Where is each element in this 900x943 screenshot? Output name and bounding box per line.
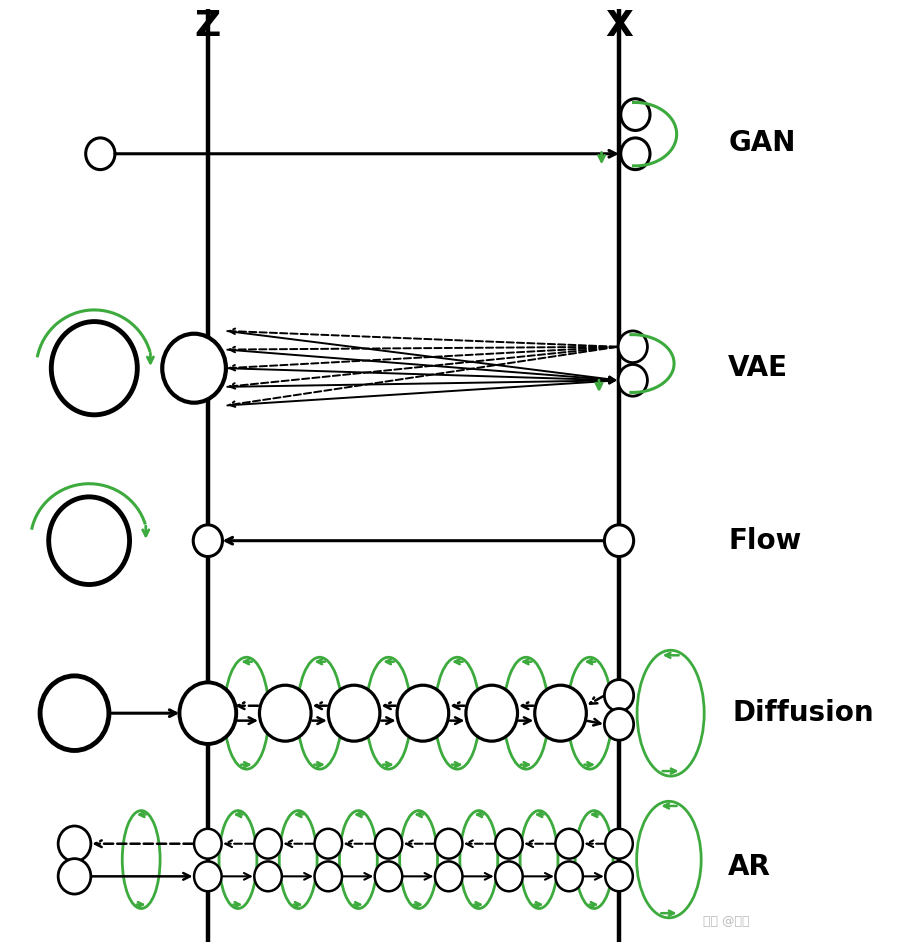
Circle shape: [255, 829, 282, 859]
Circle shape: [179, 683, 236, 744]
Circle shape: [618, 365, 647, 396]
Circle shape: [58, 859, 91, 894]
Circle shape: [555, 861, 583, 891]
Circle shape: [194, 829, 221, 859]
Circle shape: [49, 497, 130, 585]
Circle shape: [51, 322, 138, 415]
Text: X: X: [605, 8, 633, 42]
Circle shape: [466, 686, 517, 741]
Circle shape: [605, 708, 634, 740]
Circle shape: [606, 829, 633, 859]
Circle shape: [314, 829, 342, 859]
Circle shape: [259, 686, 311, 741]
Circle shape: [374, 829, 402, 859]
Circle shape: [314, 861, 342, 891]
Circle shape: [621, 99, 650, 130]
Text: Flow: Flow: [728, 527, 802, 554]
Text: 知乎 @谭旭: 知乎 @谭旭: [703, 915, 750, 928]
Text: Diffusion: Diffusion: [733, 699, 874, 727]
Circle shape: [606, 861, 633, 891]
Circle shape: [194, 861, 221, 891]
Text: AR: AR: [728, 853, 771, 881]
Text: Z: Z: [194, 8, 221, 42]
Circle shape: [397, 686, 449, 741]
Circle shape: [495, 861, 523, 891]
Circle shape: [435, 861, 463, 891]
Circle shape: [621, 138, 650, 170]
Circle shape: [605, 525, 634, 556]
Circle shape: [435, 829, 463, 859]
Circle shape: [605, 680, 634, 711]
Circle shape: [255, 861, 282, 891]
Circle shape: [162, 334, 226, 403]
Circle shape: [374, 861, 402, 891]
Circle shape: [194, 525, 222, 556]
Circle shape: [86, 138, 115, 170]
Circle shape: [618, 331, 647, 363]
Circle shape: [555, 829, 583, 859]
Circle shape: [328, 686, 380, 741]
Circle shape: [495, 829, 523, 859]
Circle shape: [40, 676, 109, 751]
Circle shape: [58, 826, 91, 861]
Text: VAE: VAE: [728, 355, 788, 382]
Circle shape: [535, 686, 586, 741]
Text: GAN: GAN: [728, 128, 796, 157]
